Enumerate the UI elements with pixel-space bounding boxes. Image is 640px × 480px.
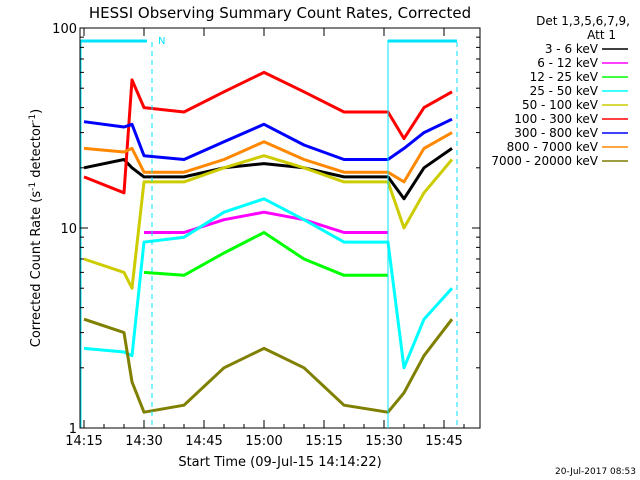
y-tick-label: 10 — [60, 222, 77, 237]
series-line-4 — [83, 154, 454, 290]
y-axis-label-main: Corrected Count Rate (s — [29, 191, 44, 348]
series-line-6 — [83, 117, 453, 161]
y-axis-label-sup2: -1 — [28, 114, 38, 123]
legend-label: 800 - 7000 keV — [507, 140, 599, 154]
legend-label: 100 - 300 keV — [514, 112, 598, 126]
x-tick-label: 15:30 — [365, 434, 402, 449]
y-tick-label: 1 — [69, 422, 77, 437]
y-axis-label: Corrected Count Rate (s-1 detector-1) — [28, 109, 44, 347]
x-tick-label: 14:30 — [125, 434, 162, 449]
x-tick-label: 14:15 — [65, 434, 102, 449]
series-line-8 — [83, 317, 454, 414]
chart-title: HESSI Observing Summary Count Rates, Cor… — [89, 4, 471, 22]
x-tick-label: 15:15 — [305, 434, 342, 449]
legend-header-1: Det 1,3,5,6,7,9, — [536, 14, 630, 28]
legend-label: 3 - 6 keV — [545, 42, 599, 56]
y-axis: 1 10 100 — [52, 22, 480, 437]
legend-label: 50 - 100 keV — [522, 98, 599, 112]
series-line-1 — [144, 210, 388, 234]
x-axis: 14:15 14:30 14:45 15:00 15:15 15:30 15:45 — [65, 28, 465, 449]
legend-label: 12 - 25 keV — [530, 70, 599, 84]
timestamp: 20-Jul-2017 08:53 — [555, 467, 636, 477]
legend-label: 25 - 50 keV — [530, 84, 599, 98]
x-axis-label: Start Time (09-Jul-15 14:14:22) — [178, 455, 381, 470]
y-axis-label-end: ) — [29, 109, 44, 114]
series-layer — [83, 70, 454, 414]
series-line-2 — [143, 231, 388, 277]
legend-label: 300 - 800 keV — [514, 126, 598, 140]
legend-header-2: Att 1 — [587, 28, 616, 42]
series-line-3 — [83, 197, 454, 370]
cyan-markers: N — [80, 36, 458, 428]
x-tick-label: 15:00 — [245, 434, 282, 449]
y-axis-label-sup1: -1 — [28, 182, 38, 191]
x-tick-label: 14:45 — [185, 434, 222, 449]
y-tick-label: 100 — [52, 22, 77, 37]
series-line-7 — [83, 131, 453, 184]
marker-label: N — [158, 36, 165, 47]
legend-label: 6 - 12 keV — [537, 56, 599, 70]
series-line-0 — [83, 147, 453, 201]
series-line-5 — [83, 70, 453, 195]
y-axis-label-mid: detector — [29, 122, 44, 182]
legend-label: 7000 - 20000 keV — [491, 154, 598, 168]
x-tick-label: 15:45 — [425, 434, 462, 449]
